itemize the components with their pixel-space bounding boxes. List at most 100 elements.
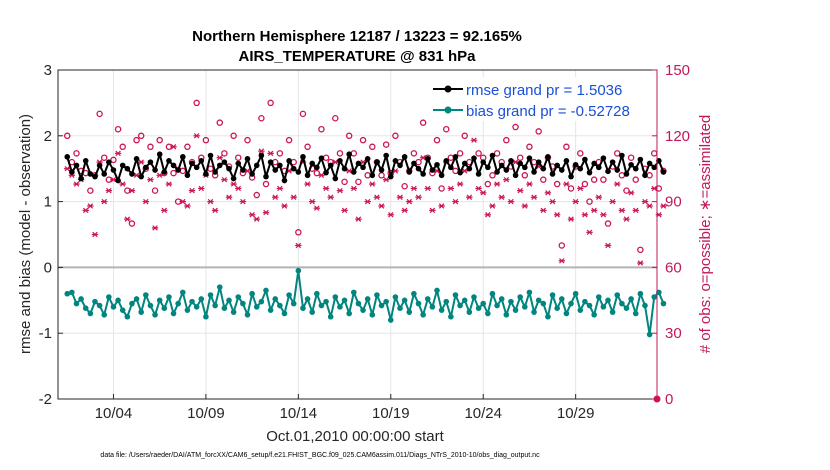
- assimilated-obs-point: [91, 231, 99, 238]
- rmse-point: [341, 165, 348, 172]
- assim-stroke: [568, 216, 574, 222]
- rmse-point: [531, 169, 537, 175]
- assimilated-obs-point: [87, 203, 94, 209]
- bias-point: [286, 292, 292, 298]
- rmse-point: [549, 171, 556, 177]
- assim-stroke: [304, 181, 311, 187]
- bias-point: [124, 313, 131, 320]
- assim-stroke: [623, 216, 630, 222]
- rmse-point: [193, 164, 200, 171]
- assim-stroke: [517, 187, 523, 194]
- possible-obs-point: [438, 185, 445, 192]
- legend-box: [429, 77, 654, 121]
- possible-obs-point: [475, 150, 482, 157]
- assim-stroke: [138, 159, 144, 165]
- assimilated-obs-point: [558, 258, 565, 264]
- rmse-point: [166, 158, 172, 164]
- bias-point: [614, 292, 621, 298]
- assim-stroke: [332, 159, 339, 165]
- assim-stroke: [193, 133, 200, 139]
- possible-obs-point: [73, 150, 80, 157]
- rmse-point: [360, 164, 366, 171]
- bias-point: [387, 317, 394, 323]
- right-axis-zero-marker: [653, 395, 661, 403]
- rmse-point: [480, 159, 487, 165]
- possible-obs-point: [345, 132, 353, 140]
- assimilated-obs-point: [646, 203, 653, 209]
- assimilated-obs-point: [225, 194, 233, 200]
- assim-stroke: [295, 242, 302, 249]
- assim-stroke: [582, 212, 588, 218]
- bias-point: [332, 294, 339, 300]
- rmse-point: [184, 172, 191, 179]
- rmse-point: [485, 164, 491, 171]
- possible-obs-point: [341, 178, 348, 186]
- assimilated-obs-point: [151, 225, 159, 231]
- assim-stroke: [364, 198, 371, 205]
- assim-stroke: [189, 187, 195, 194]
- assim-stroke: [198, 185, 205, 192]
- bias-point: [156, 297, 163, 304]
- bias-point: [628, 296, 634, 302]
- y-tick-label-left: -1: [39, 325, 52, 342]
- possible-obs-point: [318, 125, 325, 133]
- assim-stroke: [549, 198, 556, 205]
- assim-stroke: [448, 185, 454, 192]
- legend: rmse grand pr = 1.5036 bias grand pr = -…: [429, 77, 654, 121]
- rmse-line: [66, 153, 665, 182]
- assimilated-obs-point: [590, 207, 598, 214]
- rmse-point: [203, 171, 209, 177]
- bias-point: [87, 310, 94, 317]
- rmse-point: [337, 158, 343, 164]
- possible-obs-point: [151, 187, 159, 194]
- assim-stroke: [489, 203, 496, 209]
- y-axis-label-left: rmse and bias (model - observation): [17, 114, 34, 354]
- bias-point: [411, 290, 417, 297]
- assimilated-obs-point: [276, 185, 284, 192]
- assim-stroke: [411, 185, 417, 192]
- assim-stroke: [147, 176, 154, 183]
- assim-stroke: [457, 181, 463, 187]
- rmse-point: [161, 169, 168, 175]
- possible-obs-point: [262, 180, 270, 188]
- bias-point: [600, 304, 607, 310]
- assimilated-obs-point: [295, 242, 302, 249]
- assimilated-obs-point: [235, 185, 242, 192]
- rmse-point: [230, 175, 237, 182]
- rmse-point: [522, 164, 528, 171]
- possible-obs-point: [442, 125, 450, 133]
- rmse-point: [383, 152, 389, 159]
- assim-stroke: [572, 198, 579, 205]
- rmse-point: [110, 167, 117, 173]
- assim-stroke: [378, 203, 385, 209]
- assimilated-obs-point: [641, 198, 649, 205]
- assimilated-obs-point: [221, 176, 228, 183]
- assim-stroke: [605, 242, 611, 249]
- rmse-point: [78, 175, 84, 182]
- possible-obs-point: [489, 172, 496, 179]
- bias-point: [351, 289, 357, 296]
- rmse-point: [300, 154, 306, 160]
- possible-obs-point: [627, 154, 635, 161]
- bias-point: [568, 300, 574, 307]
- bias-point: [480, 300, 487, 307]
- bias-point: [300, 305, 306, 311]
- assimilated-obs-point: [396, 194, 404, 200]
- rmse-point: [471, 155, 477, 161]
- assim-stroke: [485, 212, 491, 218]
- assim-stroke: [522, 203, 528, 209]
- rmse-point: [577, 165, 584, 172]
- assimilated-obs-point: [540, 207, 547, 214]
- assim-stroke: [628, 190, 634, 196]
- bias-series: [64, 267, 667, 338]
- assim-stroke: [466, 194, 473, 200]
- assimilated-obs-point: [512, 159, 519, 165]
- possible-obs-point: [355, 178, 362, 186]
- bias-point: [193, 304, 200, 310]
- bias-point: [346, 310, 352, 317]
- assim-stroke: [637, 260, 644, 266]
- assimilated-obs-point: [637, 260, 644, 266]
- bias-point: [424, 296, 431, 302]
- assim-stroke: [180, 198, 186, 205]
- bias-point: [119, 307, 126, 313]
